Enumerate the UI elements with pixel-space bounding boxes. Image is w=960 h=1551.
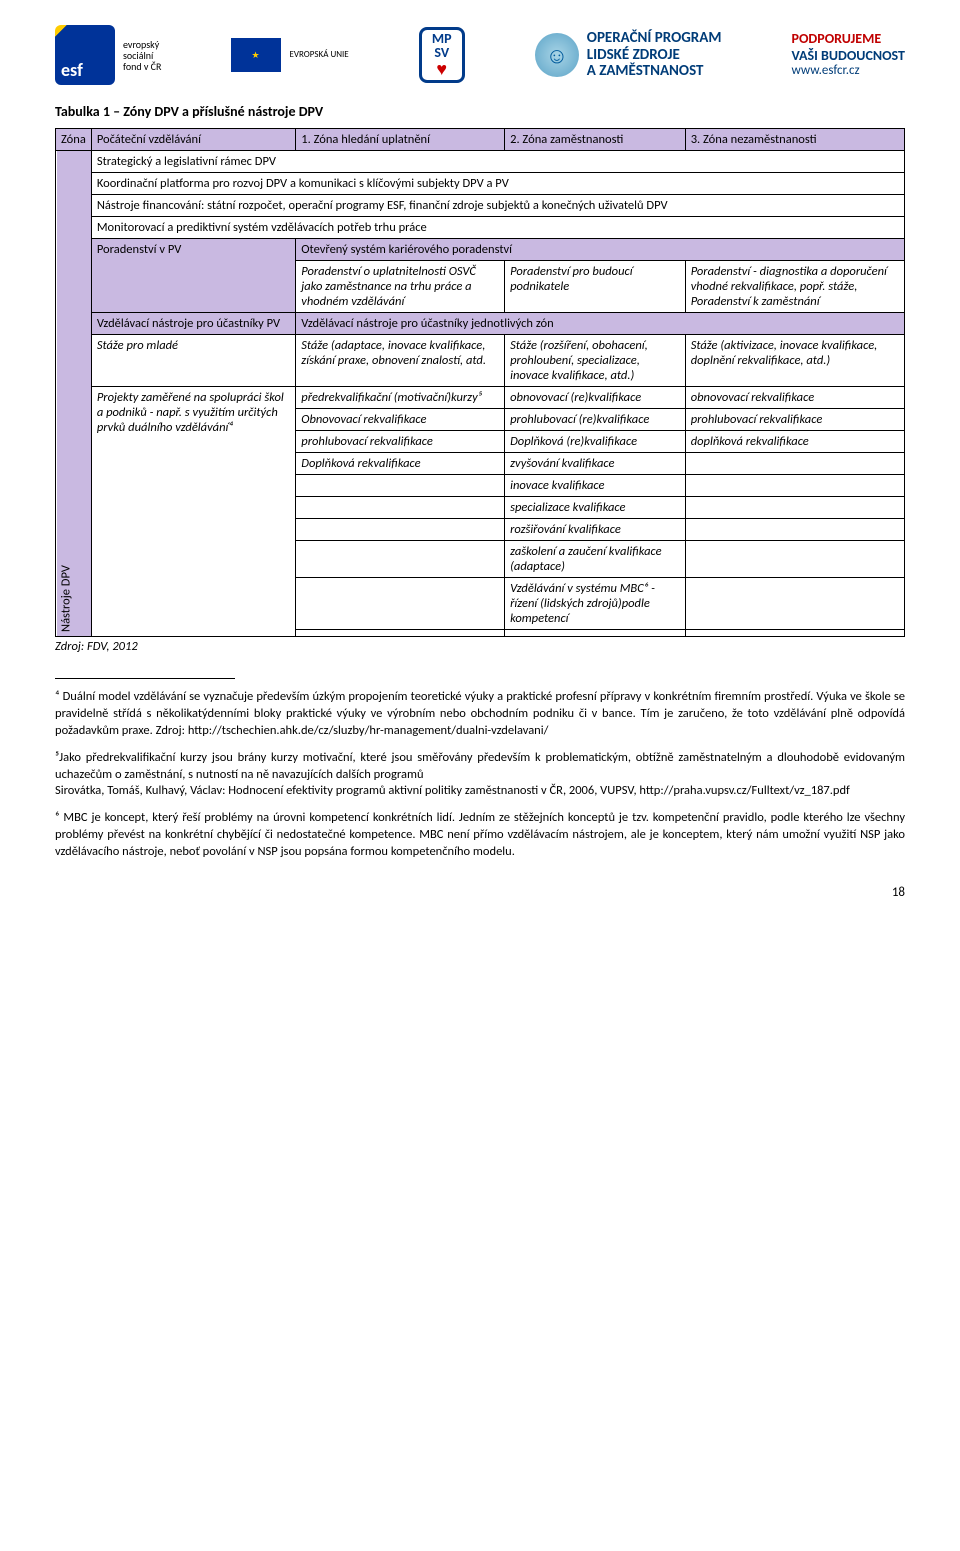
section-koord: Koordinační platforma pro rozvoj DPV a k… — [91, 173, 904, 195]
heart-icon: ♥ — [436, 60, 447, 78]
cell-r2c4: Poradenství - diagnostika a doporučení v… — [685, 261, 904, 313]
cell-r11c3: rozšiřování kvalifikace — [505, 519, 686, 541]
cell-empty-a — [296, 630, 505, 637]
cell-r13c3: Vzdělávání v systému MBC⁶ - řízení (lids… — [505, 578, 686, 630]
esf-icon — [55, 25, 115, 85]
table-row: Projekty zaměřené na spolupráci škol a p… — [56, 387, 905, 409]
support-block: PODPORUJEME VAŠI BUDOUCNOST www.esfcr.cz — [792, 31, 905, 78]
cell-r7c2: prohlubovací rekvalifikace — [296, 431, 505, 453]
cell-poradenstvi-pv: Poradenství v PV — [91, 239, 295, 313]
footnote-6: ⁶ MBC je koncept, který řeší problémy na… — [55, 810, 905, 861]
th-zona: Zóna — [56, 129, 92, 151]
document-page: evropský sociální fond v ČR EVROPSKÁ UNI… — [0, 0, 960, 940]
cell-r11c4 — [685, 519, 904, 541]
table-caption: Tabulka 1 – Zóny DPV a příslušné nástroj… — [55, 103, 905, 120]
cell-r10c2 — [296, 497, 505, 519]
cell-r10c3: specializace kvalifikace — [505, 497, 686, 519]
cell-r13c2 — [296, 578, 505, 630]
section-finance: Nástroje financování: státní rozpočet, o… — [91, 195, 904, 217]
cell-r5c2: předrekvalifikační (motivační)kurzy⁵ — [296, 387, 505, 409]
footnote-separator — [55, 678, 235, 679]
page-number: 18 — [55, 885, 905, 900]
cell-r8c4 — [685, 453, 904, 475]
cell-empty-b — [505, 630, 686, 637]
section-monitor: Monitorovací a prediktivní systém vzdělá… — [91, 217, 904, 239]
table-row: Vzdělávací nástroje pro účastníky PV Vzd… — [56, 313, 905, 335]
esf-text: evropský sociální fond v ČR — [123, 39, 161, 72]
footnote-5: ⁵Jako předrekvalifikační kurzy jsou brán… — [55, 750, 905, 801]
support-line1: PODPORUJEME — [792, 31, 905, 47]
esf-line2: sociální — [123, 50, 161, 61]
cell-r4c3: Stáže (rozšíření, obohacení, prohloubení… — [505, 335, 686, 387]
cell-vzdel-zony: Vzdělávací nástroje pro účastníky jednot… — [296, 313, 905, 335]
op-line3: A ZAMĚSTNANOST — [587, 63, 722, 80]
eu-flag-icon — [231, 38, 281, 72]
table-row: Koordinační platforma pro rozvoj DPV a k… — [56, 173, 905, 195]
cell-r9c2 — [296, 475, 505, 497]
cell-r2c3: Poradenství pro budoucí podnikatele — [505, 261, 686, 313]
op-line2: LIDSKÉ ZDROJE — [587, 47, 722, 64]
cell-r6c2: Obnovovací rekvalifikace — [296, 409, 505, 431]
esf-logo-block: evropský sociální fond v ČR — [55, 25, 161, 85]
support-url: www.esfcr.cz — [792, 64, 905, 79]
eu-label: EVROPSKÁ UNIE — [289, 50, 348, 60]
cell-r8c2: Doplňková rekvalifikace — [296, 453, 505, 475]
cell-r9c4 — [685, 475, 904, 497]
table-row: Stáže pro mladé Stáže (adaptace, inovace… — [56, 335, 905, 387]
cell-r7c3: Doplňková (re)kvalifikace — [505, 431, 686, 453]
support-line2: VAŠI BUDOUCNOST — [792, 48, 905, 64]
cell-r13c4 — [685, 578, 904, 630]
cell-r5c4: obnovovací rekvalifikace — [685, 387, 904, 409]
th-pocatecni: Počáteční vzdělávání — [91, 129, 295, 151]
esf-line3: fond v ČR — [123, 61, 161, 72]
op-badge-icon: ☺ — [535, 33, 579, 77]
zone-table: Zóna Počáteční vzdělávání 1. Zóna hledán… — [55, 128, 905, 637]
th-zona1: 1. Zóna hledání uplatnění — [296, 129, 505, 151]
section-strategic: Strategický a legislativní rámec DPV — [91, 151, 904, 173]
table-row: Poradenství v PV Otevřený systém kariéro… — [56, 239, 905, 261]
cell-r5c1: Projekty zaměřené na spolupráci škol a p… — [91, 387, 295, 637]
vertical-label: Nástroje DPV — [56, 151, 92, 637]
th-zona2: 2. Zóna zaměstnanosti — [505, 129, 686, 151]
header-logos: evropský sociální fond v ČR EVROPSKÁ UNI… — [55, 25, 905, 85]
op-block: ☺ OPERAČNÍ PROGRAM LIDSKÉ ZDROJE A ZAMĚS… — [535, 30, 722, 80]
cell-r10c4 — [685, 497, 904, 519]
table-row: Nástroje DPV Strategický a legislativní … — [56, 151, 905, 173]
cell-r12c3: zaškolení a zaučení kvalifikace (adaptac… — [505, 541, 686, 578]
cell-r8c3: zvyšování kvalifikace — [505, 453, 686, 475]
cell-r12c2 — [296, 541, 505, 578]
eu-logo-block: EVROPSKÁ UNIE — [231, 38, 348, 72]
cell-r5c3: obnovovací (re)kvalifikace — [505, 387, 686, 409]
cell-r12c4 — [685, 541, 904, 578]
cell-r4c4: Stáže (aktivizace, inovace kvalifikace, … — [685, 335, 904, 387]
table-header-row: Zóna Počáteční vzdělávání 1. Zóna hledán… — [56, 129, 905, 151]
cell-r7c4: doplňková rekvalifikace — [685, 431, 904, 453]
cell-r2c2: Poradenství o uplatnitelnosti OSVČ jako … — [296, 261, 505, 313]
cell-r4c1: Stáže pro mladé — [91, 335, 295, 387]
cell-r11c2 — [296, 519, 505, 541]
op-label: OPERAČNÍ PROGRAM LIDSKÉ ZDROJE A ZAMĚSTN… — [587, 30, 722, 80]
cell-vzdel-nastroje-pv: Vzdělávací nástroje pro účastníky PV — [91, 313, 295, 335]
table-row: Nástroje financování: státní rozpočet, o… — [56, 195, 905, 217]
esf-line1: evropský — [123, 39, 161, 50]
cell-r9c3: inovace kvalifikace — [505, 475, 686, 497]
table-row: Monitorovací a prediktivní systém vzdělá… — [56, 217, 905, 239]
table-source: Zdroj: FDV, 2012 — [55, 639, 905, 654]
cell-otevreny-system: Otevřený systém kariérového poradenství — [296, 239, 905, 261]
cell-r6c4: prohlubovací rekvalifikace — [685, 409, 904, 431]
mpsv-icon: MP SV ♥ — [419, 27, 465, 83]
cell-r4c2: Stáže (adaptace, inovace kvalifikace, zí… — [296, 335, 505, 387]
th-zona3: 3. Zóna nezaměstnanosti — [685, 129, 904, 151]
cell-r6c3: prohlubovací (re)kvalifikace — [505, 409, 686, 431]
op-line1: OPERAČNÍ PROGRAM — [587, 30, 722, 47]
footnote-4: ⁴ Duální model vzdělávání se vyznačuje p… — [55, 689, 905, 740]
cell-empty-c — [685, 630, 904, 637]
